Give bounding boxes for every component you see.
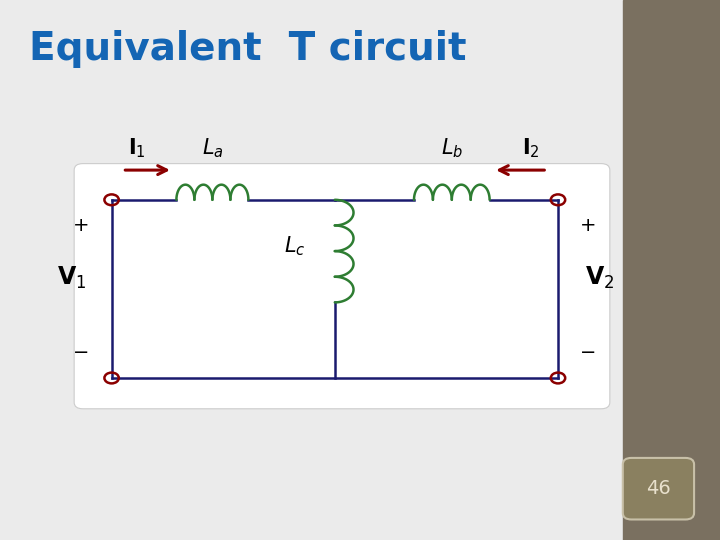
Text: $L_a$: $L_a$ [202,137,223,160]
Text: $\mathbf{I}_2$: $\mathbf{I}_2$ [522,137,539,160]
Text: $\mathbf{I}_1$: $\mathbf{I}_1$ [128,137,145,160]
Text: $L_b$: $L_b$ [441,137,463,160]
FancyBboxPatch shape [74,164,610,409]
Text: −: − [580,342,596,362]
Text: +: + [73,216,89,235]
Text: −: − [73,342,89,362]
Bar [623,0,720,540]
Text: $\mathbf{V}_1$: $\mathbf{V}_1$ [58,265,86,291]
FancyBboxPatch shape [623,458,694,519]
Text: 46: 46 [646,479,671,498]
Text: Equivalent  T circuit: Equivalent T circuit [29,30,467,68]
Text: $\mathbf{V}_2$: $\mathbf{V}_2$ [585,265,614,291]
Text: +: + [580,216,596,235]
Text: $L_c$: $L_c$ [284,234,306,258]
